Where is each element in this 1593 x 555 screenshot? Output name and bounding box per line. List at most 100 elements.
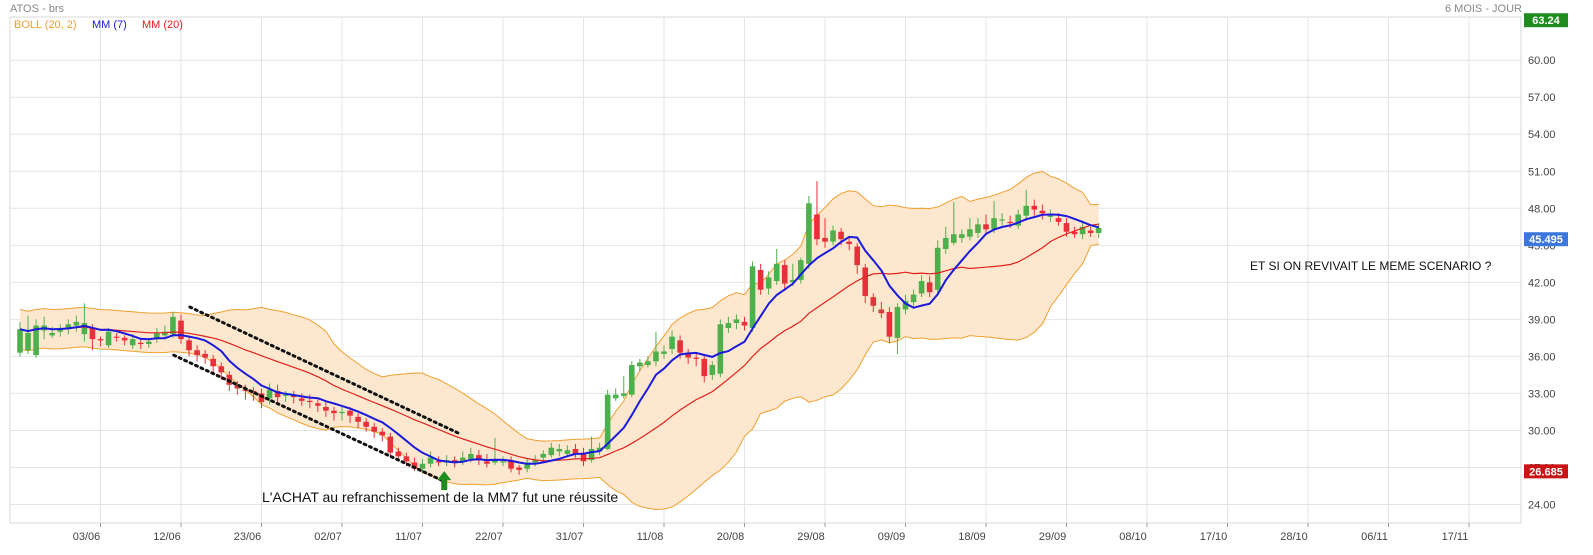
candle-body [468,453,474,459]
candle-body [508,460,514,469]
candle-body [854,246,860,266]
x-tick-label: 17/10 [1200,531,1228,543]
candle [154,328,160,343]
candle-body [113,336,120,338]
candle-body [33,325,39,356]
candle-body [411,462,418,469]
candle [323,402,329,417]
candle-body [1095,228,1102,233]
candle [951,202,957,246]
candle [427,451,434,468]
ma7-line [19,213,1099,465]
candle-body [894,307,901,338]
candle [709,361,716,380]
candle-body [709,365,716,375]
candle-body [902,300,909,310]
candle [121,335,128,346]
candle [202,350,208,364]
candle [918,274,925,298]
candle-body [653,351,659,362]
price-tag: 63.24 [1524,13,1568,28]
price-tag-label: 63.24 [1532,15,1560,27]
candle-body [1007,221,1013,224]
y-tick-label: 54.00 [1528,129,1556,141]
x-tick-label: 20/08 [717,531,745,543]
trend-channel [172,305,460,483]
candle-body [1039,210,1046,214]
candle [798,257,804,284]
candle [645,356,651,368]
y-tick-label: 48.00 [1528,203,1556,215]
candle-body [532,460,538,463]
candle [194,345,200,362]
y-tick-label: 60.00 [1528,55,1556,67]
candle-body [637,362,643,367]
candle-body [661,351,667,354]
y-tick-label: 24.00 [1528,499,1556,511]
candle [806,195,812,269]
candle [725,316,732,333]
candle [653,331,659,367]
candle [830,225,836,246]
candle [1087,226,1094,237]
x-tick-label: 08/10 [1119,531,1147,543]
candle-body [476,455,482,461]
candle [967,218,973,241]
candle [1031,199,1038,216]
candle-body [846,241,852,245]
candle [894,303,901,354]
price-tag-bg [1524,464,1568,479]
candle-body [757,270,764,290]
candle [137,339,144,349]
candle [33,319,39,358]
candle-body [580,452,587,462]
candle [604,389,611,451]
price-tag-label: 45.495 [1529,234,1563,246]
candle-body [492,460,498,463]
candle-body [886,311,893,337]
candle [476,450,482,465]
candle-body [942,237,949,250]
bollinger-lower-line [19,243,1099,511]
candle [113,332,120,342]
x-tick-label: 06/11 [1361,531,1388,543]
x-tick-label: 22/07 [475,531,503,543]
bollinger-band-fill [20,171,1099,510]
candle-body [1015,214,1021,226]
y-tick-label: 30.00 [1528,425,1556,437]
candle-body [347,410,353,416]
candlestick-series [17,181,1102,475]
candle-body [798,260,804,280]
scenario-annotation: ET SI ON REVIVAIT LE MEME SCENARIO ? [1250,259,1492,273]
x-axis: 03/06 12/06 23/06 02/07 11/07 22/07 31/07 11/08… [73,523,1470,543]
candle-body [170,316,176,335]
candle [508,456,514,473]
candle-body [910,294,917,303]
trend-line-upper [188,305,460,435]
chart-title: ATOS - brs [10,3,64,15]
candle [612,388,619,401]
candle-body [540,453,547,458]
y-tick-label: 36.00 [1528,351,1556,363]
candle [991,200,997,233]
candle-body [371,426,377,432]
candle-body [629,365,635,395]
candle-body [524,462,530,469]
candle-body [146,341,152,345]
candle-body [1055,218,1062,222]
candle [685,348,691,364]
price-tags: 63.24 45.495 26.685 [1524,13,1568,479]
candle-body [967,229,973,237]
candle-body [451,460,458,463]
candle-body [105,331,112,346]
candle [596,442,603,456]
candle-body [999,219,1005,221]
candle-body [186,340,192,351]
candle-body [620,393,627,396]
candle-body [959,234,965,238]
y-tick-label: 39.00 [1528,314,1556,326]
candle-body [307,400,313,403]
legend: BOLL (20, 2) MM (7) MM (20) [14,19,183,31]
x-tick-label: 11/07 [395,531,422,543]
